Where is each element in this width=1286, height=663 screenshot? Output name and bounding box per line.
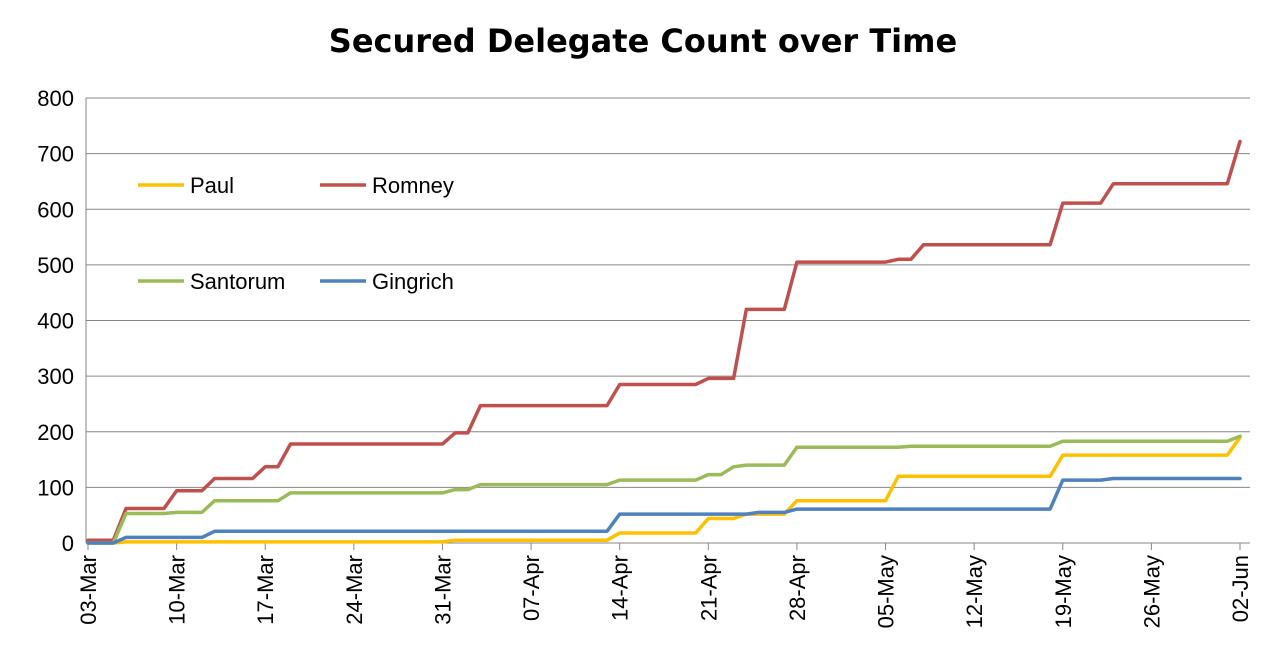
x-tick-label: 19-May (1051, 555, 1076, 628)
y-tick-label: 200 (37, 420, 74, 445)
x-tick-label: 03-Mar (76, 555, 101, 625)
series-line-santorum (86, 434, 1242, 545)
legend-label-santorum: Santorum (190, 269, 285, 294)
x-tick-label: 05-May (874, 555, 899, 628)
x-tick-label: 07-Apr (519, 555, 544, 621)
y-tick-label: 700 (37, 142, 74, 167)
series-line-paul (86, 435, 1242, 545)
legend-label-gingrich: Gingrich (372, 269, 454, 294)
x-tick-label: 26-May (1139, 555, 1164, 628)
legend: Paul Romney Santorum Gingrich (138, 173, 454, 294)
legend-label-paul: Paul (190, 173, 234, 198)
x-tick-label: 10-Mar (165, 555, 190, 625)
x-tick-label: 17-Mar (253, 555, 278, 625)
legend-label-romney: Romney (372, 173, 454, 198)
gridlines (86, 97, 1250, 488)
axes: 0 100 200 300 400 500 600 700 800 03-Mar 10-Mar 17-… (37, 86, 1253, 628)
series-line-gingrich (86, 476, 1242, 545)
x-tick-label: 24-Mar (342, 555, 367, 625)
x-tick-label: 14-Apr (608, 555, 633, 621)
y-tick-label: 300 (37, 364, 74, 389)
y-tick-label: 500 (37, 253, 74, 278)
x-tick-label: 28-Apr (785, 555, 810, 621)
x-tick-label: 21-Apr (696, 555, 721, 621)
x-tick-label: 02-Jun (1228, 555, 1253, 622)
y-tick-label: 0 (62, 531, 74, 556)
y-tick-label: 100 (37, 475, 74, 500)
x-tick-label: 12-May (962, 555, 987, 628)
y-tick-label: 600 (37, 197, 74, 222)
chart-title: Secured Delegate Count over Time (329, 22, 957, 60)
y-tick-label: 800 (37, 86, 74, 111)
series-lines (86, 139, 1242, 545)
series-line-romney (86, 139, 1242, 542)
y-tick-label: 400 (37, 309, 74, 334)
x-tick-label: 31-Mar (430, 555, 455, 625)
